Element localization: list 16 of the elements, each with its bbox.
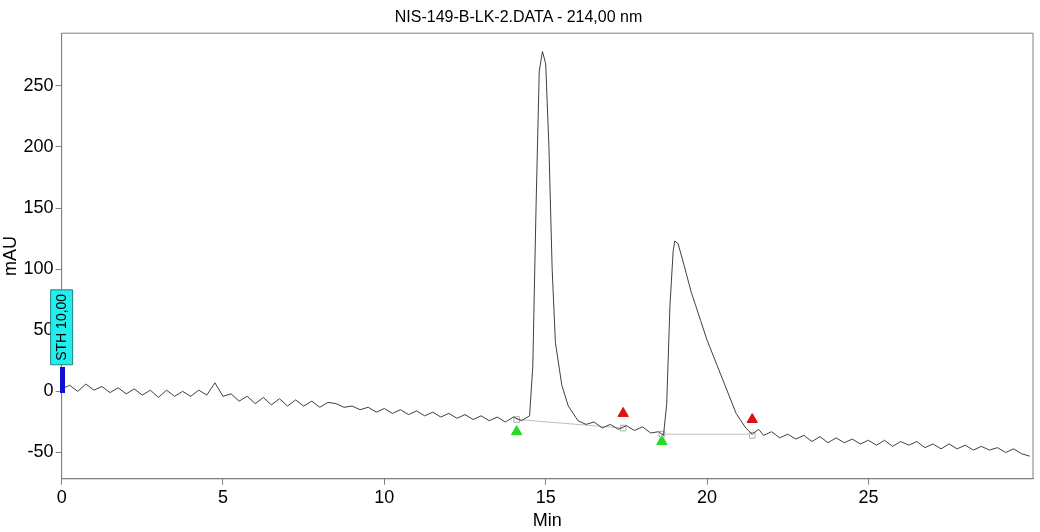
x-tick-label: 25: [858, 486, 879, 507]
y-tick-label: 0: [43, 380, 54, 401]
y-tick-label: -50: [27, 441, 54, 462]
y-tick-label: 100: [23, 258, 54, 279]
y-tick-label: 150: [23, 196, 54, 217]
chart-title: NIS-149-B-LK-2.DATA - 214,00 nm: [394, 8, 643, 26]
y-tick-label: 250: [23, 74, 54, 95]
x-tick-label: 5: [217, 486, 228, 507]
x-axis-title: Min: [532, 510, 562, 531]
y-tick-label: 200: [23, 135, 54, 156]
x-tick-label: 10: [374, 486, 395, 507]
x-tick-label: 15: [535, 486, 556, 507]
x-tick-label: 0: [56, 486, 67, 507]
x-tick-label: 20: [697, 486, 718, 507]
annotation: STH 10,00: [53, 293, 70, 361]
y-axis-title: mAU: [0, 236, 20, 276]
